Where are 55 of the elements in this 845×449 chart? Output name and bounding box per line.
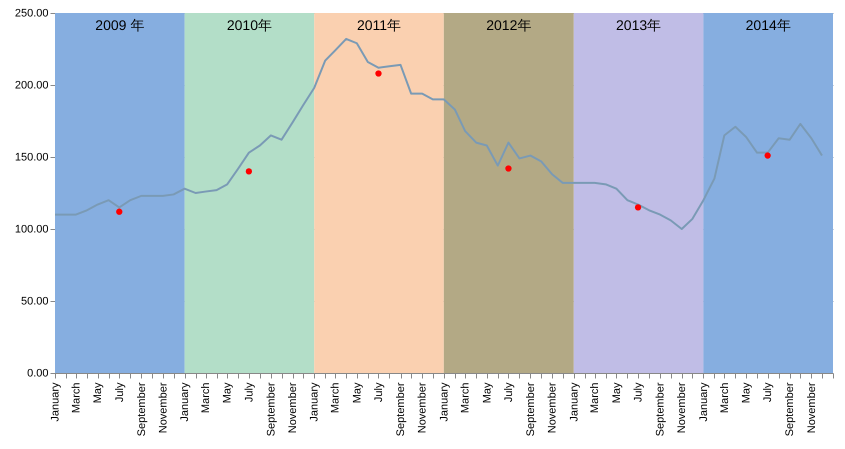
y-tick-label: 200.00 (14, 80, 48, 92)
x-tick-label: July (243, 382, 256, 402)
point (764, 152, 771, 159)
x-tick-label: July (502, 382, 515, 402)
x-tick-label: November (676, 382, 688, 434)
band-label: 2009 年 (95, 17, 144, 33)
x-tick-label: September (524, 382, 537, 436)
x-tick-label: May (481, 382, 494, 404)
x-tick-label: May (92, 382, 104, 404)
y-tick-label: 50.00 (20, 296, 48, 308)
point (116, 208, 122, 215)
x-tick-label: January (308, 382, 321, 422)
y-tick-label: 150.00 (14, 152, 48, 164)
y-tick-label: 0.00 (27, 368, 48, 380)
point (375, 70, 382, 77)
band-label: 2011年 (356, 17, 402, 33)
x-tick-label: January (179, 382, 192, 422)
x-tick-label: January (50, 382, 62, 422)
x-tick-label: March (460, 382, 472, 414)
band-label: 2012年 (486, 17, 532, 33)
point (634, 204, 642, 211)
band-label: 2014年 (746, 17, 791, 33)
x-tick-label: May (351, 382, 364, 404)
x-tick-label: November (806, 382, 818, 434)
x-tick-label: January (438, 382, 450, 422)
x-tick-label: November (546, 382, 559, 434)
x-tick-label: May (740, 382, 753, 404)
x-tick-label: March (589, 382, 602, 414)
x-tick-label: November (416, 382, 429, 434)
x-tick-label: July (372, 382, 385, 402)
point (505, 165, 512, 172)
x-tick-label: November (287, 382, 300, 434)
band-label: 2010年 (226, 17, 272, 33)
x-tick-label: September (784, 382, 796, 436)
line-series (54, 38, 823, 230)
x-tick-label: March (70, 382, 82, 414)
x-tick-label: September (136, 382, 148, 436)
x-tick-label: May (222, 382, 234, 404)
x-tick-label: January (568, 382, 580, 422)
band-label: 2013年 (616, 17, 662, 33)
y-tick-label: 100.00 (14, 224, 48, 236)
x-tick-label: July (762, 382, 774, 402)
y-tick-label: 250.00 (14, 8, 48, 20)
x-tick-label: March (200, 382, 212, 414)
x-tick-label: September (265, 382, 278, 436)
x-tick-label: July (632, 382, 645, 402)
x-tick-label: September (654, 382, 667, 436)
x-tick-label: March (718, 382, 731, 414)
point (246, 168, 252, 175)
x-tick-label: May (610, 382, 623, 404)
x-tick-label: January (698, 382, 710, 422)
x-tick-label: March (330, 382, 342, 414)
x-tick-label: November (157, 382, 170, 434)
x-tick-label: September (395, 382, 407, 436)
x-tick-label: July (114, 382, 126, 402)
